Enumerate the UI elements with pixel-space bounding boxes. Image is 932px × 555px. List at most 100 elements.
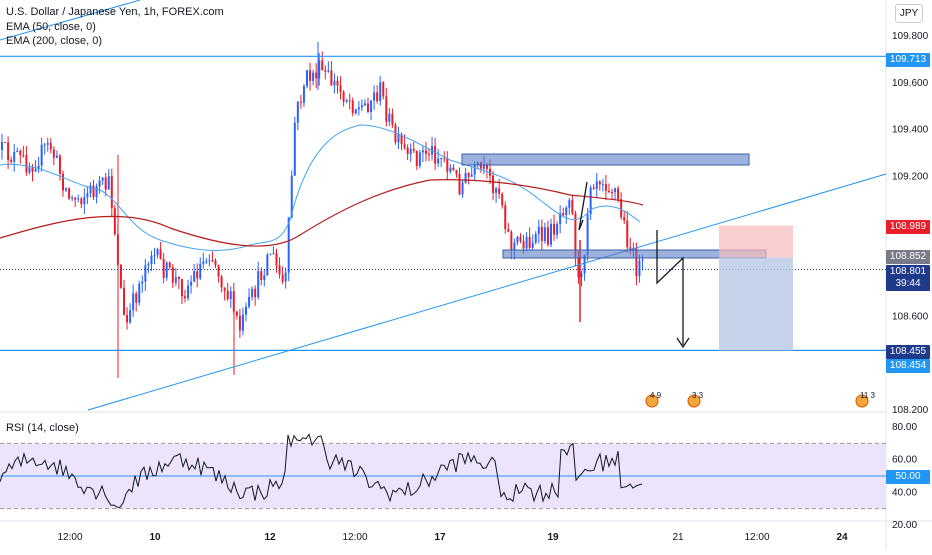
candle-body (424, 150, 427, 154)
candle-body (312, 72, 315, 81)
candle-body (604, 184, 607, 191)
candle-body (611, 192, 613, 194)
candle-body (482, 164, 485, 169)
candle-body (580, 273, 583, 278)
candle-body (379, 82, 382, 102)
candle-body (141, 281, 144, 284)
candle-body (528, 236, 531, 248)
time-axis-label: 12 (264, 532, 276, 543)
candle-body (232, 291, 235, 312)
candle-body (52, 149, 55, 158)
candle-body (19, 150, 22, 156)
candle-body (107, 176, 110, 190)
candle-body (391, 113, 394, 125)
candle-body (336, 80, 339, 86)
candle-body (287, 217, 290, 273)
candle-body (168, 262, 171, 268)
candle-body (565, 207, 568, 216)
candle-body (385, 96, 388, 122)
candle-body (86, 193, 89, 198)
candle-body (235, 311, 238, 316)
time-axis-label: 19 (547, 532, 559, 543)
candle-body (345, 100, 348, 102)
candle-body (388, 113, 391, 122)
stop-loss-zone (719, 225, 793, 258)
candle-body (583, 254, 586, 274)
candle-body (4, 142, 7, 144)
candle-body (269, 254, 272, 256)
candle-body (568, 200, 571, 208)
candle-body (16, 150, 19, 152)
candle-body (110, 176, 113, 209)
candle-body (363, 103, 366, 106)
candle-body (46, 143, 49, 145)
event-badge-icon (645, 394, 659, 408)
price-tag-last: 108.801 (886, 265, 930, 279)
event-badge-icon (855, 394, 869, 408)
candle-body (248, 296, 251, 307)
take-profit-zone (719, 257, 793, 351)
candle-body (510, 231, 513, 251)
price-tick-label: 109.800 (892, 31, 929, 42)
candle-body (254, 288, 257, 298)
candle-body (202, 261, 205, 264)
price-tick-label: 109.400 (892, 125, 929, 136)
candle-body (492, 175, 495, 194)
candle-body (226, 290, 229, 300)
candle-body (7, 142, 10, 160)
candle-body (342, 91, 345, 102)
candle-body (144, 265, 147, 282)
candle-body (550, 223, 552, 245)
time-axis-label: 21 (672, 532, 684, 543)
candle-body (519, 236, 522, 242)
candle-body (193, 271, 196, 282)
drawing-arrow (578, 181, 588, 231)
candle-body (367, 103, 369, 112)
candle-body (415, 150, 418, 166)
candle-body (62, 173, 64, 191)
candle-body (370, 100, 373, 112)
candle-body (199, 263, 202, 279)
candle-body (397, 134, 400, 143)
time-axis-label: 17 (434, 532, 446, 543)
candle-body (171, 267, 174, 283)
candle-body (559, 213, 562, 225)
candle-body (546, 227, 549, 245)
price-tag-stop: 108.989 (886, 220, 930, 234)
candle-body (153, 255, 156, 257)
candle-body (77, 198, 80, 200)
time-axis-label: 24 (836, 532, 848, 543)
candle-body (623, 217, 626, 221)
candle-body (208, 260, 211, 262)
candle-body (495, 188, 498, 194)
candle-body (571, 200, 574, 214)
candle-body (65, 188, 68, 191)
price-tag-target-2: 108.454 (886, 359, 930, 373)
candle-body (452, 167, 455, 171)
candle-body (74, 197, 77, 200)
candle-body (31, 167, 34, 172)
chart-title: U.S. Dollar / Japanese Yen, 1h, FOREX.co… (6, 6, 224, 18)
event-badge-label: 11 3 (860, 391, 876, 400)
candle-body (522, 241, 525, 249)
candle-body (156, 249, 159, 256)
candle-body (10, 159, 13, 162)
candle-body (348, 100, 351, 102)
candle-body (196, 271, 199, 279)
candle-body (241, 314, 244, 331)
candle-body (126, 315, 129, 323)
candle-body (296, 101, 299, 123)
rsi-tick-label: 20.00 (892, 520, 917, 531)
candle-body (257, 271, 260, 298)
candle-body (43, 144, 46, 146)
candle-body (455, 170, 458, 174)
candle-body (461, 182, 464, 195)
candle-body (614, 188, 617, 193)
candle-body (147, 263, 150, 266)
currency-button[interactable]: JPY (895, 4, 923, 23)
candle-body (507, 228, 510, 232)
candle-body (531, 242, 534, 248)
candle-body (540, 226, 543, 241)
